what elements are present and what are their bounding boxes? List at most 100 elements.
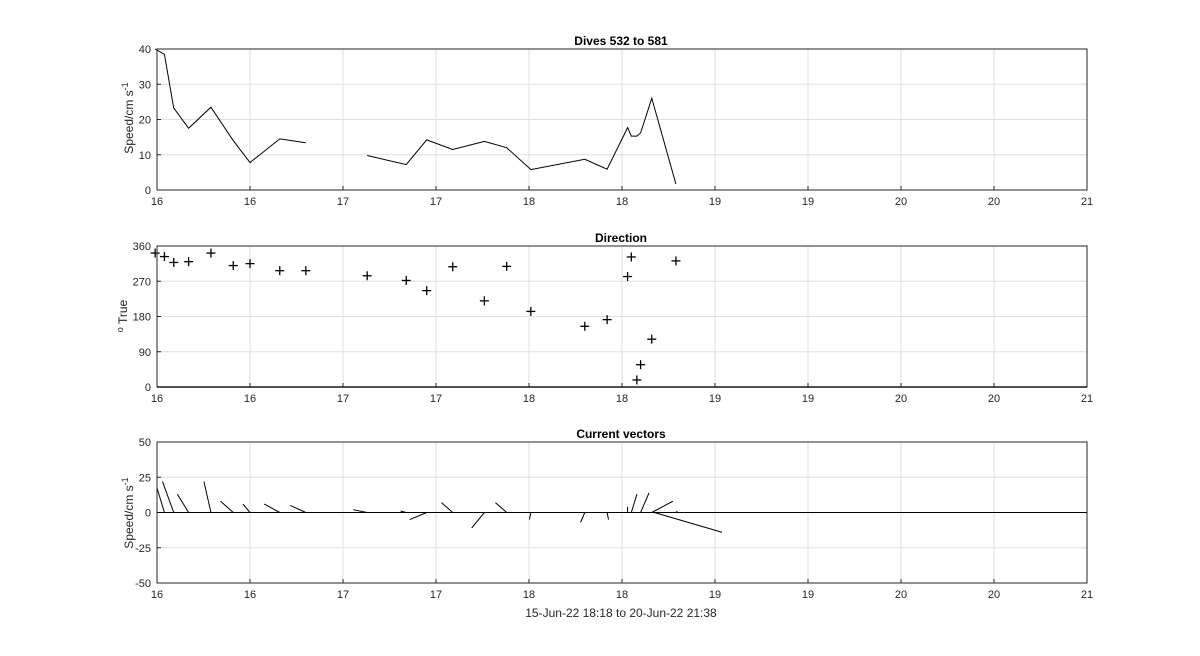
x-tick-label: 16 bbox=[244, 393, 256, 405]
x-tick-label: 20 bbox=[895, 393, 907, 405]
direction-point bbox=[502, 261, 512, 271]
current-vector bbox=[640, 492, 650, 513]
direction-point bbox=[632, 375, 642, 385]
x-tick-label: 21 bbox=[1081, 196, 1093, 208]
y-tick-label: 0 bbox=[145, 185, 151, 197]
direction-point bbox=[362, 271, 372, 281]
y-tick-label: 10 bbox=[139, 150, 151, 162]
current-vector bbox=[161, 481, 175, 513]
vector-group bbox=[157, 481, 723, 533]
x-tick-label: 18 bbox=[616, 196, 628, 208]
axes-frame bbox=[156, 245, 1088, 388]
direction-point bbox=[401, 275, 411, 285]
direction-point bbox=[647, 334, 657, 344]
y-tick-label: -25 bbox=[135, 543, 151, 555]
current-vector bbox=[409, 512, 427, 521]
y-tick-label: 270 bbox=[133, 276, 151, 288]
x-tick-label: 16 bbox=[151, 196, 163, 208]
direction-point bbox=[636, 360, 646, 370]
x-tick-label: 16 bbox=[244, 589, 256, 601]
x-tick-label: 17 bbox=[430, 196, 442, 208]
current-vector bbox=[176, 493, 190, 513]
x-tick-label: 18 bbox=[523, 196, 535, 208]
speed-panel-ylabel: Speed/cm s-1 bbox=[120, 82, 136, 153]
speed-line bbox=[367, 96, 677, 185]
vectors-panel: Current vectors Speed/cm s-1 15-Jun-22 1… bbox=[120, 427, 1093, 620]
y-tick-label: -50 bbox=[135, 578, 151, 590]
direction-point bbox=[422, 286, 432, 296]
current-vector bbox=[220, 500, 234, 513]
y-tick-label: 30 bbox=[139, 79, 151, 91]
x-tick-label: 16 bbox=[151, 393, 163, 405]
x-tick-label: 19 bbox=[709, 393, 721, 405]
data-marks bbox=[154, 48, 677, 185]
x-tick-label: 18 bbox=[523, 589, 535, 601]
speed-line bbox=[154, 48, 306, 164]
x-tick-label: 17 bbox=[430, 589, 442, 601]
current-vector bbox=[242, 503, 251, 513]
vectors-panel-title: Current vectors bbox=[576, 427, 666, 441]
direction-panel: Direction o True 16 16 17 17 18 18 19 19 20 20 21 0… bbox=[115, 231, 1093, 405]
x-tick-label: 20 bbox=[895, 196, 907, 208]
direction-panel-ylabel: o True bbox=[115, 300, 130, 333]
x-tick-label: 17 bbox=[337, 196, 349, 208]
x-tick-label: 18 bbox=[616, 393, 628, 405]
y-tick-label: 20 bbox=[139, 115, 151, 127]
direction-point bbox=[479, 296, 489, 306]
current-vector bbox=[471, 512, 485, 529]
current-vector bbox=[654, 512, 723, 533]
direction-point bbox=[580, 321, 590, 331]
x-tick-label: 19 bbox=[802, 589, 814, 601]
direction-point bbox=[169, 257, 179, 267]
direction-point bbox=[623, 272, 633, 282]
x-tick-label: 17 bbox=[430, 393, 442, 405]
x-tick-label: 21 bbox=[1081, 393, 1093, 405]
x-tick-label: 20 bbox=[988, 393, 1000, 405]
y-tick-label: 0 bbox=[145, 508, 151, 520]
current-vector bbox=[606, 512, 610, 520]
x-tick-label: 20 bbox=[988, 196, 1000, 208]
y-tick-label: 90 bbox=[139, 347, 151, 359]
x-tick-label: 17 bbox=[337, 589, 349, 601]
current-vector bbox=[264, 503, 280, 513]
speed-panel: Dives 532 to 581 Speed/cm s-1 16 16 17 17 18… bbox=[120, 34, 1093, 208]
direction-point bbox=[301, 266, 311, 276]
current-vector bbox=[495, 502, 508, 513]
current-vector bbox=[651, 500, 674, 513]
direction-panel-title: Direction bbox=[595, 231, 647, 245]
direction-point bbox=[626, 252, 636, 262]
y-tick-label: 50 bbox=[139, 437, 151, 449]
axes-frame bbox=[156, 48, 1088, 191]
speed-panel-title: Dives 532 to 581 bbox=[574, 34, 668, 48]
y-tick-label: 360 bbox=[133, 241, 151, 253]
vectors-panel-ylabel: Speed/cm s-1 bbox=[120, 477, 136, 548]
y-tick-label: 180 bbox=[133, 312, 151, 324]
vectors-panel-xlabel: 15-Jun-22 18:18 to 20-Jun-22 21:38 bbox=[525, 606, 717, 620]
x-tick-label: 17 bbox=[337, 393, 349, 405]
direction-point bbox=[602, 315, 612, 325]
x-tick-label: 16 bbox=[151, 589, 163, 601]
current-vector bbox=[675, 510, 678, 513]
direction-point bbox=[159, 252, 169, 262]
x-tick-label: 18 bbox=[523, 393, 535, 405]
direction-point bbox=[206, 248, 216, 258]
x-tick-label: 21 bbox=[1081, 589, 1093, 601]
y-tick-label: 40 bbox=[139, 44, 151, 56]
direction-point bbox=[245, 259, 255, 269]
current-vector bbox=[441, 502, 454, 513]
x-tick-label: 20 bbox=[895, 589, 907, 601]
current-vector bbox=[528, 512, 532, 520]
x-tick-label: 19 bbox=[802, 196, 814, 208]
axes-frame bbox=[156, 441, 1088, 584]
direction-point bbox=[228, 261, 238, 271]
direction-point bbox=[526, 306, 536, 316]
x-tick-label: 16 bbox=[244, 196, 256, 208]
x-tick-label: 19 bbox=[709, 196, 721, 208]
current-vector bbox=[400, 510, 407, 513]
direction-point bbox=[184, 257, 194, 267]
direction-point bbox=[448, 262, 458, 272]
y-tick-label: 25 bbox=[139, 472, 151, 484]
direction-point bbox=[671, 256, 681, 266]
x-tick-label: 18 bbox=[616, 589, 628, 601]
